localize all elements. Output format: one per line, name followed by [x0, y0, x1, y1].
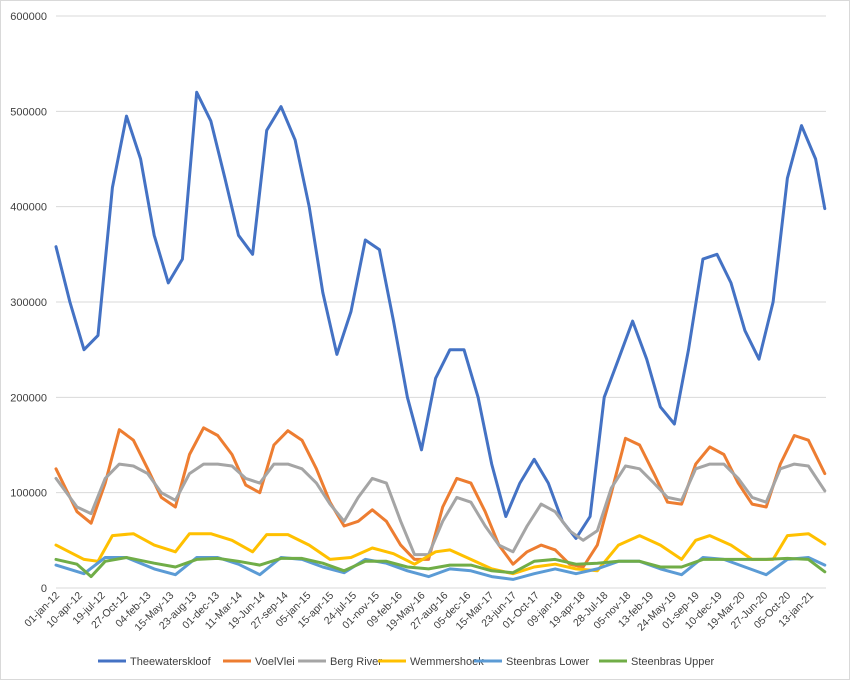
- y-axis: 0 100000 200000 300000 400000 500000 600000: [10, 11, 47, 595]
- legend-label: Berg River: [330, 656, 382, 668]
- y-tick-label: 400000: [10, 202, 47, 214]
- y-tick-label: 500000: [10, 106, 47, 118]
- y-tick-label: 600000: [10, 11, 47, 23]
- series-line-steenbras-upper: [54, 556, 827, 579]
- series-lines: [54, 90, 827, 581]
- legend-label: Steenbras Upper: [631, 656, 714, 668]
- legend-label: Wemmershoek: [410, 656, 484, 668]
- legend-label: Theewaterskloof: [130, 656, 212, 668]
- gridlines: [56, 15, 826, 589]
- x-axis: 01-jan-1210-apr-1219-jul-1227-Oct-1204-f…: [22, 590, 816, 634]
- series-line-berg-river: [54, 462, 827, 557]
- series-line-theewaterskloof: [54, 90, 827, 540]
- series-line-voelvlei: [54, 426, 827, 569]
- y-tick-label: 100000: [10, 488, 47, 500]
- y-tick-label: 0: [41, 583, 47, 595]
- y-tick-label: 300000: [10, 297, 47, 309]
- series-line-wemmershoek: [54, 532, 827, 576]
- series-line-steenbras-lower: [54, 556, 827, 581]
- y-tick-label: 200000: [10, 392, 47, 404]
- legend-label: Steenbras Lower: [506, 656, 589, 668]
- legend-label: VoelVlei: [255, 656, 295, 668]
- legend: Theewaterskloof VoelVlei Berg River Wemmers…: [98, 656, 714, 668]
